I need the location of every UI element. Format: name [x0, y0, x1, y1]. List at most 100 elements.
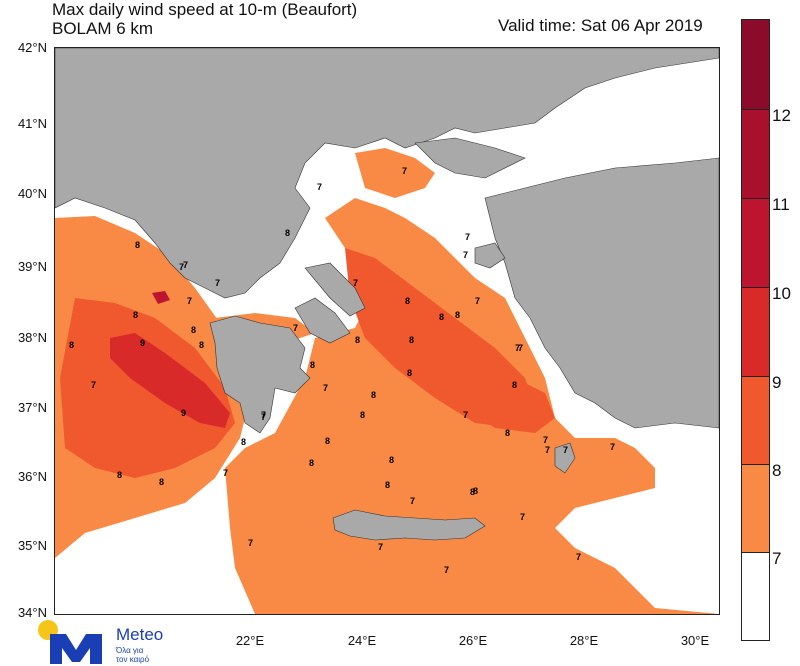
land-crete — [332, 509, 486, 541]
map-value: 8 — [371, 390, 376, 400]
map-value: 7 — [576, 552, 581, 562]
map-value: 9 — [140, 338, 145, 348]
valid-time: Valid time: Sat 06 Apr 2019 — [498, 16, 703, 35]
map-value: 8 — [133, 310, 138, 320]
map-value: 8 — [439, 312, 444, 322]
map-value: 7 — [261, 410, 266, 420]
lon-label: 24°E — [347, 633, 377, 648]
map-value: 8 — [285, 228, 290, 238]
wind-map: 7 7 8 7 8 7 8 8 7 8 9 7 9 8 8 7 8 7 8 7 … — [54, 47, 720, 615]
map-value: 7 — [465, 232, 470, 242]
wind-field-9-core — [110, 333, 230, 428]
land-turkey — [484, 157, 719, 429]
lat-label: 39°N — [17, 259, 47, 274]
land-thrace-coast — [414, 137, 526, 179]
map-value: 7 — [378, 542, 383, 552]
map-value: 8 — [69, 340, 74, 350]
map-value: 7 — [261, 412, 266, 422]
map-value: 7 — [610, 442, 615, 452]
land-balkans — [55, 48, 719, 299]
map-value: 8 — [241, 437, 246, 447]
colorbar-divider — [742, 198, 769, 199]
map-value: 7 — [518, 343, 523, 353]
map-value: 8 — [409, 335, 414, 345]
map-value: 7 — [402, 166, 407, 176]
map-value: 7 — [543, 435, 548, 445]
map-value: 7 — [183, 260, 188, 270]
land-evia — [304, 262, 366, 317]
map-value: 8 — [309, 458, 314, 468]
wind-field-10-spot — [152, 291, 170, 304]
map-value: 7 — [475, 296, 480, 306]
map-value: 8 — [355, 335, 360, 345]
colorbar-label: 8 — [772, 461, 782, 480]
map-value: 8 — [135, 240, 140, 250]
map-value: 9 — [181, 408, 186, 418]
map-value: 7 — [353, 278, 358, 288]
colorbar-divider — [742, 287, 769, 288]
colorbar-divider — [742, 464, 769, 465]
colorbar-segment-9 — [742, 287, 769, 376]
wind-colorbar — [741, 19, 770, 641]
map-value: 7 — [463, 410, 468, 420]
map-value: 8 — [473, 486, 478, 496]
map-value: 8 — [470, 487, 475, 497]
land-lesvos — [474, 242, 506, 269]
lat-label: 35°N — [17, 538, 47, 553]
map-value: 7 — [317, 182, 322, 192]
map-value: 7 — [545, 445, 550, 455]
lat-label: 40°N — [17, 186, 47, 201]
logo-name: Meteo — [116, 625, 164, 644]
colorbar-segment-11 — [742, 109, 769, 198]
map-value: 8 — [325, 436, 330, 446]
colorbar-segment-7 — [742, 464, 769, 552]
colorbar-segment-below-7 — [742, 552, 769, 640]
map-canvas: 7 7 8 7 8 7 8 8 7 8 9 7 9 8 8 7 8 7 8 7 … — [55, 48, 719, 614]
model-name: BOLAM 6 km — [52, 19, 154, 38]
lat-label: 37°N — [17, 400, 47, 415]
map-title: Max daily wind speed at 10-m (Beaufort) — [52, 0, 358, 19]
colorbar-divider — [742, 376, 769, 377]
lon-label: 28°E — [569, 633, 599, 648]
lon-label: 22°E — [235, 633, 265, 648]
map-value: 8 — [191, 325, 196, 335]
map-value: 8 — [389, 455, 394, 465]
map-value: 7 — [248, 538, 253, 548]
map-value: 7 — [463, 250, 468, 260]
map-value: 7 — [293, 323, 298, 333]
map-value: 7 — [444, 565, 449, 575]
lat-label: 41°N — [17, 116, 47, 131]
lat-label: 34°N — [17, 605, 47, 620]
colorbar-segment-8 — [742, 376, 769, 464]
map-value: 7 — [215, 278, 220, 288]
map-value: 8 — [505, 428, 510, 438]
land-rhodes — [554, 442, 576, 474]
map-value: 8 — [405, 296, 410, 306]
map-value: 8 — [407, 368, 412, 378]
map-value: 8 — [199, 340, 204, 350]
map-value: 8 — [455, 310, 460, 320]
lat-label: 42°N — [17, 40, 47, 55]
map-value: 7 — [223, 468, 228, 478]
colorbar-divider — [742, 109, 769, 110]
map-value: 8 — [512, 380, 517, 390]
map-value: 8 — [360, 410, 365, 420]
colorbar-label: 9 — [772, 373, 782, 392]
colorbar-label: 11 — [772, 195, 790, 214]
lat-label: 38°N — [17, 330, 47, 345]
map-value: 7 — [515, 343, 520, 353]
map-value-labels: 7 7 8 7 8 7 8 8 7 8 9 7 9 8 8 7 8 7 8 7 … — [69, 166, 615, 575]
map-value: 7 — [91, 380, 96, 390]
lon-label: 26°E — [458, 633, 488, 648]
map-value: 8 — [117, 470, 122, 480]
logo-tagline-line1: Όλα για — [116, 646, 144, 655]
lon-label: 30°E — [680, 633, 710, 648]
map-value: 7 — [323, 383, 328, 393]
colorbar-label: 7 — [772, 549, 782, 568]
m-logo-icon — [50, 634, 102, 664]
meteo-logo — [38, 620, 102, 664]
wind-field-7-north — [355, 148, 435, 198]
colorbar-segment-12plus — [742, 20, 769, 109]
map-value: 7 — [179, 262, 184, 272]
colorbar-label: 10 — [772, 284, 791, 303]
